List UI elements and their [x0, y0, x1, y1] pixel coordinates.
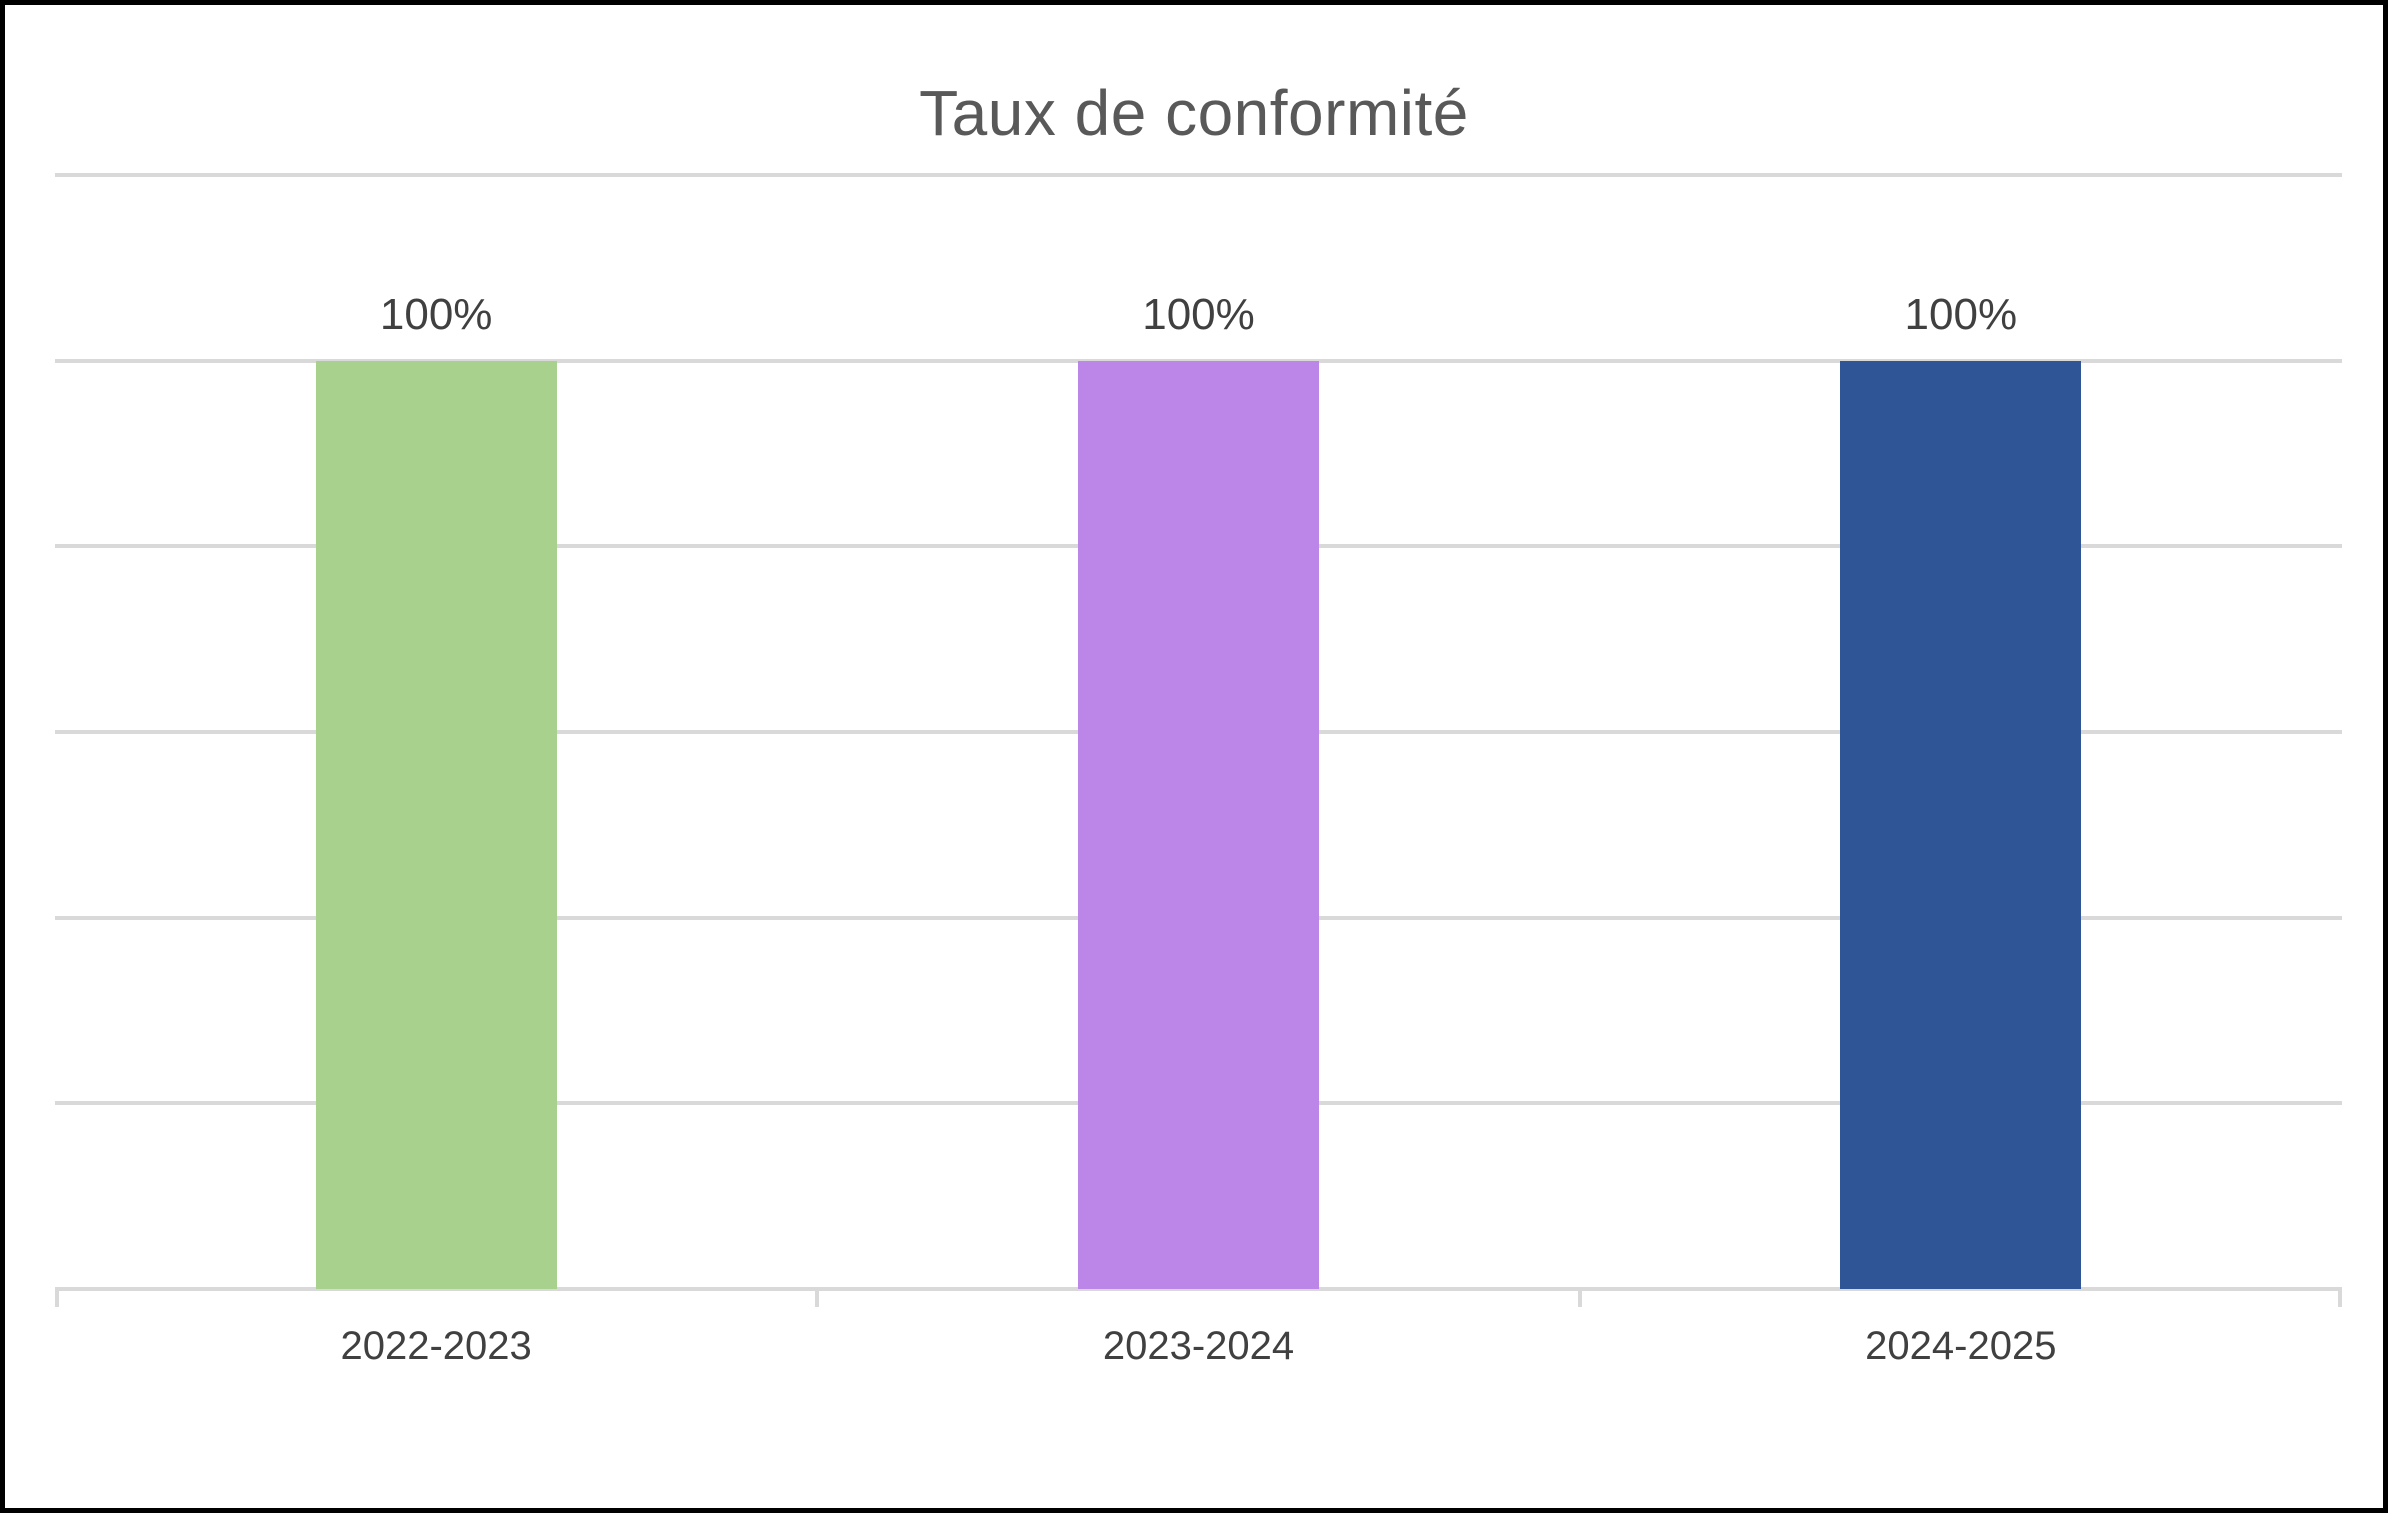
chart-title: Taux de conformité [919, 77, 1469, 149]
axis-tick [815, 1287, 820, 1307]
axis-tick [55, 1287, 59, 1307]
bar [315, 360, 557, 1289]
plot-area: 100% 2022-2023 100% 2023-2024 100% 2024-2025 [55, 173, 2342, 1368]
bar-value-label: 100% [1904, 289, 2018, 339]
bar-value-label: 100% [1142, 289, 1255, 339]
bar [1840, 360, 2082, 1289]
x-axis-label: 2023-2024 [1102, 1324, 1295, 1368]
axis-tick [1577, 1287, 1582, 1307]
x-axis-label: 2022-2023 [340, 1324, 532, 1368]
bar-value-label: 100% [379, 289, 493, 339]
gridline [55, 173, 2342, 177]
bar [1078, 360, 1319, 1289]
x-axis-label: 2024-2025 [1865, 1324, 2057, 1368]
x-axis-line [55, 1287, 2342, 1291]
axis-tick [2338, 1287, 2342, 1307]
